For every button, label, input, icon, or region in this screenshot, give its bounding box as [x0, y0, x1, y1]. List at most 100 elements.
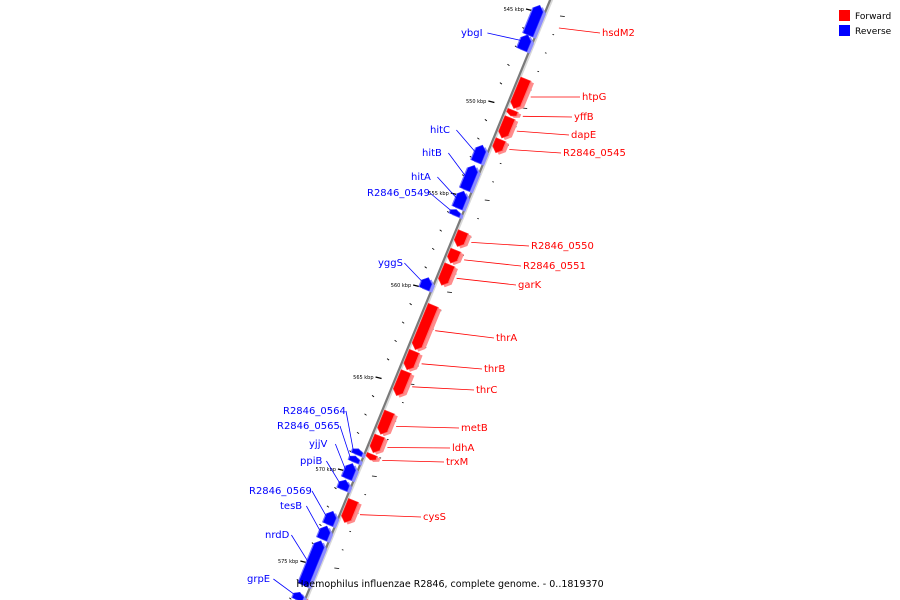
legend-reverse-label: Reverse [855, 27, 892, 37]
gene-label-htpg[interactable]: htpG [582, 92, 606, 103]
gene-block-face [336, 479, 350, 492]
leader-line [429, 192, 452, 211]
gene-block-thra[interactable] [411, 302, 442, 352]
gene-label-cyss[interactable]: cysS [423, 512, 446, 523]
leader-line [437, 176, 457, 198]
tick-label: 555 kbp [428, 191, 448, 197]
gene-block-face [297, 540, 325, 588]
gene-label-yjjv[interactable]: yjjV [309, 439, 327, 450]
gene-label-yffb[interactable]: yffB [574, 112, 594, 123]
gene-block-thrc[interactable] [392, 369, 415, 398]
gene-block-face [498, 115, 516, 139]
gene-block-ppib[interactable] [336, 479, 353, 494]
gene-block-highlight [402, 373, 412, 394]
minor-tick-right [334, 567, 340, 569]
gene-block-highlight [516, 37, 522, 48]
gene-block-r2846_0565[interactable] [347, 455, 363, 466]
leader-line [435, 330, 495, 339]
gene-block[interactable] [522, 4, 546, 39]
gene-block-trxm[interactable] [365, 452, 381, 462]
gene-block-hita[interactable] [451, 190, 470, 212]
gene-block-nrdd[interactable] [297, 540, 328, 589]
gene-label-r2846_0551[interactable]: R2846_0551 [523, 261, 586, 272]
gene-label-ppib[interactable]: ppiB [300, 456, 322, 467]
minor-tick-right [349, 530, 352, 533]
legend-forward-label: Forward [855, 12, 891, 22]
leader-line [456, 129, 476, 152]
leader-line [273, 578, 295, 595]
gene-label-thrc[interactable]: thrC [476, 385, 497, 396]
minor-tick [401, 321, 405, 324]
minor-tick-right [499, 162, 502, 165]
gene-label-r2846_0565[interactable]: R2846_0565 [277, 421, 340, 432]
gene-label-gark[interactable]: garK [518, 280, 542, 291]
gene-label-hitb[interactable]: hitB [422, 148, 442, 159]
gene-block-highlight [418, 279, 423, 287]
gene-block-ldha[interactable] [369, 433, 388, 455]
gene-block-hitb[interactable] [458, 165, 481, 194]
gene-label-hitc[interactable]: hitC [430, 125, 450, 136]
gene-block-highlight [451, 193, 458, 206]
minor-tick-right [341, 549, 344, 551]
gene-label-yggs[interactable]: yggS [378, 258, 403, 269]
gene-label-trxm[interactable]: trxM [446, 457, 468, 468]
gene-label-grpe[interactable]: grpE [247, 574, 270, 585]
leader-line [558, 27, 601, 34]
gene-block-highlight [516, 112, 519, 117]
gene-block-face [347, 455, 361, 465]
major-tick [300, 560, 307, 564]
gene-block-face [350, 448, 364, 457]
gene-label-thrb[interactable]: thrB [484, 364, 505, 375]
gene-block-yggs[interactable] [418, 277, 435, 293]
minor-tick [364, 413, 367, 416]
gene-block-r2846_0564[interactable] [350, 448, 366, 459]
gene-label-hsdm2[interactable]: hsdM2 [602, 28, 635, 39]
gene-block-r2846_0549[interactable] [448, 209, 464, 220]
gene-label-nrdd[interactable]: nrdD [265, 530, 290, 541]
gene-block-highlight [297, 543, 315, 584]
minor-tick-right [552, 34, 555, 36]
gene-block-cyss[interactable] [341, 498, 362, 525]
gene-block-highlight [457, 252, 462, 261]
gene-label-ybgi[interactable]: ybgI [461, 28, 483, 39]
gene-block-r2846_0545[interactable] [492, 137, 510, 155]
gene-block-hitc[interactable] [470, 144, 489, 166]
gene-block-metb[interactable] [377, 409, 398, 437]
gene-label-tesb[interactable]: tesB [280, 501, 302, 512]
gene-label-hita[interactable]: hitA [411, 172, 431, 183]
leader-line [404, 262, 423, 282]
gene-block-grpe[interactable] [291, 591, 307, 600]
minor-tick-right [537, 70, 540, 73]
leader-line [487, 32, 521, 41]
major-tick [488, 100, 495, 104]
gene-block-htpg[interactable] [510, 76, 534, 111]
gene-label-dape[interactable]: dapE [571, 130, 596, 141]
minor-tick-right [559, 15, 565, 17]
gene-block-highlight [502, 141, 507, 151]
leader-line [291, 534, 309, 562]
genome-backbone [303, 0, 554, 600]
gene-block-face [341, 498, 360, 523]
gene-block-highlight [387, 413, 396, 432]
gene-block-gark[interactable] [438, 262, 458, 288]
gene-label-metb[interactable]: metB [461, 423, 488, 434]
gene-block-ybgi[interactable] [516, 34, 534, 54]
gene-block-thrb[interactable] [403, 348, 423, 372]
gene-block-yffb[interactable] [506, 107, 522, 118]
gene-block-r2846_0569[interactable] [322, 510, 340, 529]
leader-line [359, 514, 422, 518]
gene-label-r2846_0569[interactable]: R2846_0569 [249, 486, 312, 497]
gene-block-highlight [448, 266, 456, 283]
minor-tick [439, 229, 443, 232]
leader-line [396, 426, 460, 429]
gene-label-r2846_0550[interactable]: R2846_0550 [531, 241, 594, 252]
gene-block-r2846_0550[interactable] [453, 229, 472, 249]
gene-label-thra[interactable]: thrA [496, 333, 517, 344]
gene-label-r2846_0545[interactable]: R2846_0545 [563, 148, 626, 159]
gene-label-ldha[interactable]: ldhA [452, 443, 474, 454]
gene-block-r2846_0551[interactable] [447, 247, 464, 266]
gene-block-dape[interactable] [498, 115, 519, 140]
gene-label-r2846_0564[interactable]: R2846_0564 [283, 406, 346, 417]
gene-label-r2846_0549[interactable]: R2846_0549 [367, 188, 430, 199]
major-tick [525, 8, 533, 12]
